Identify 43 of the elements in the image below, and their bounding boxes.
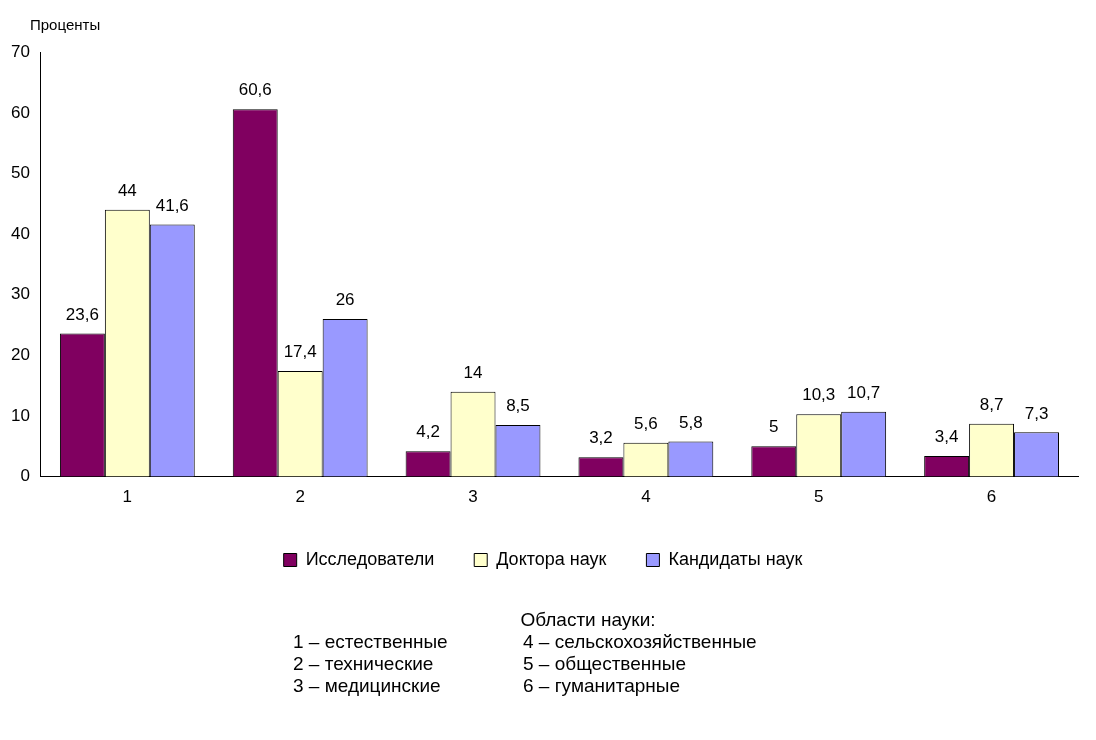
legend-label: Доктора наук [496,548,607,569]
legend-label: Кандидаты наук [668,548,803,569]
data-label: 14 [463,362,483,382]
text: Области науки: [520,609,656,631]
data-label: 23,6 [65,304,99,324]
data-label: 10,3 [802,385,836,405]
text: 5 – общественные [523,653,687,675]
data-label: 5 [769,417,779,437]
data-label: 3,2 [589,428,613,448]
data-label: 44 [117,181,137,201]
text: 3 – медицинские [293,675,442,697]
y-axis-title: Проценты [29,15,102,35]
y-tick-label: 0 [20,466,30,486]
y-tick-label: 20 [10,345,30,365]
data-label: 8,5 [506,396,530,416]
data-label: 8,7 [979,395,1004,415]
data-label: 7,3 [1024,403,1049,423]
x-tick-label: 5 [813,487,824,507]
y-tick-label: 50 [10,163,30,183]
x-tick-label: 2 [295,487,305,507]
data-label: 60,6 [238,80,272,100]
y-tick-label: 10 [10,405,30,425]
text: 1 – естественные [293,631,449,653]
x-tick-label: 6 [986,487,997,507]
data-label: 3,4 [934,427,959,447]
data-label: 10,7 [847,382,881,402]
y-tick-label: 70 [10,41,30,61]
y-tick-label: 60 [10,102,30,122]
legend-label: Исследователи [305,548,435,569]
text: 2 – технические [293,653,435,675]
data-label: 41,6 [155,195,189,215]
data-label: 17,4 [283,342,317,362]
data-label: 26 [335,290,355,310]
x-tick-label: 3 [468,487,478,507]
text: 6 – гуманитарные [523,675,681,697]
y-tick-label: 30 [10,284,30,304]
x-tick-label: 1 [122,487,133,507]
x-tick-label: 4 [641,487,651,507]
data-label: 4,2 [416,422,440,442]
y-tick-label: 40 [10,223,30,243]
text: 4 – сельскохозяйственные [523,631,758,653]
data-label: 5,8 [679,412,703,432]
data-label: 5,6 [634,413,658,433]
